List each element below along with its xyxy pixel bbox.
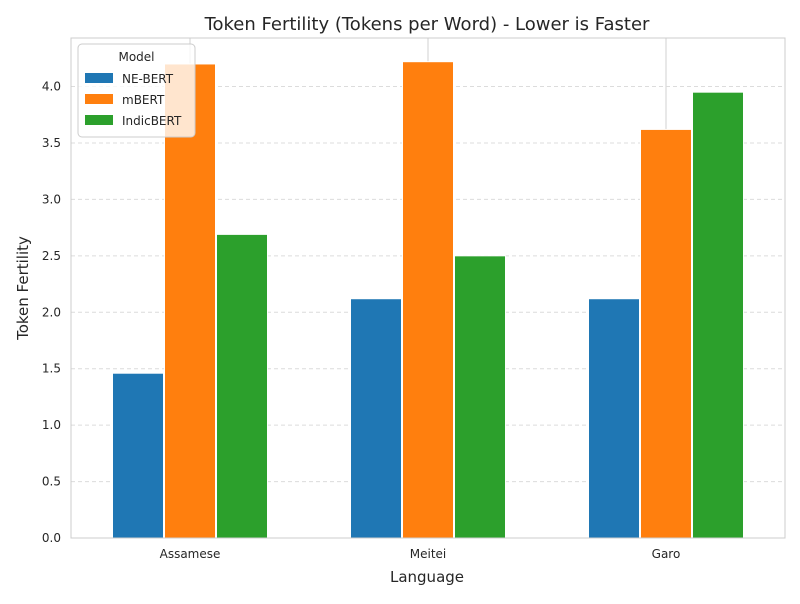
legend-swatch (85, 115, 113, 125)
plot-area: 0.0 0.5 1.0 1.5 2.0 2.5 3.0 3.5 4.0 Assamese Meite… (42, 37, 786, 561)
chart-title: Token Fertility (Tokens per Word) - Lowe… (204, 14, 650, 35)
legend-entry: mBERT (122, 93, 165, 107)
legend-swatch (85, 94, 113, 104)
x-tick-label: Assamese (160, 547, 221, 561)
y-tick-label: 2.0 (42, 305, 61, 319)
y-tick-label: 1.0 (42, 418, 61, 432)
y-tick-label: 1.5 (42, 362, 61, 376)
y-tick-label: 3.5 (42, 136, 61, 150)
bar-indicbert-assamese (216, 233, 268, 539)
y-tick-label: 3.0 (42, 192, 61, 206)
x-tick-label: Meitei (410, 547, 447, 561)
bar-ne-bert-assamese (112, 372, 164, 539)
y-axis-label: Token Fertility (14, 236, 32, 341)
legend-entry: IndicBERT (122, 114, 182, 128)
x-tick-label: Garo (652, 547, 681, 561)
bar-ne-bert-meitei (350, 298, 402, 539)
bar-indicbert-garo (692, 91, 744, 539)
legend-title: Model (118, 50, 154, 64)
legend-swatch (85, 73, 113, 83)
bar-mbert-meitei (402, 61, 454, 539)
legend-entry: NE-BERT (122, 72, 174, 86)
y-tick-label: 0.0 (42, 531, 61, 545)
x-axis-label: Language (390, 568, 464, 586)
y-tick-label: 2.5 (42, 249, 61, 263)
bar-indicbert-meitei (454, 255, 506, 539)
bar-ne-bert-garo (588, 298, 640, 539)
y-tick-label: 0.5 (42, 475, 61, 489)
legend: Model NE-BERT mBERT IndicBERT (77, 43, 196, 138)
bar-mbert-garo (640, 128, 692, 539)
legend-box (77, 43, 196, 138)
y-tick-label: 4.0 (42, 80, 61, 94)
axes-frame (70, 37, 786, 539)
